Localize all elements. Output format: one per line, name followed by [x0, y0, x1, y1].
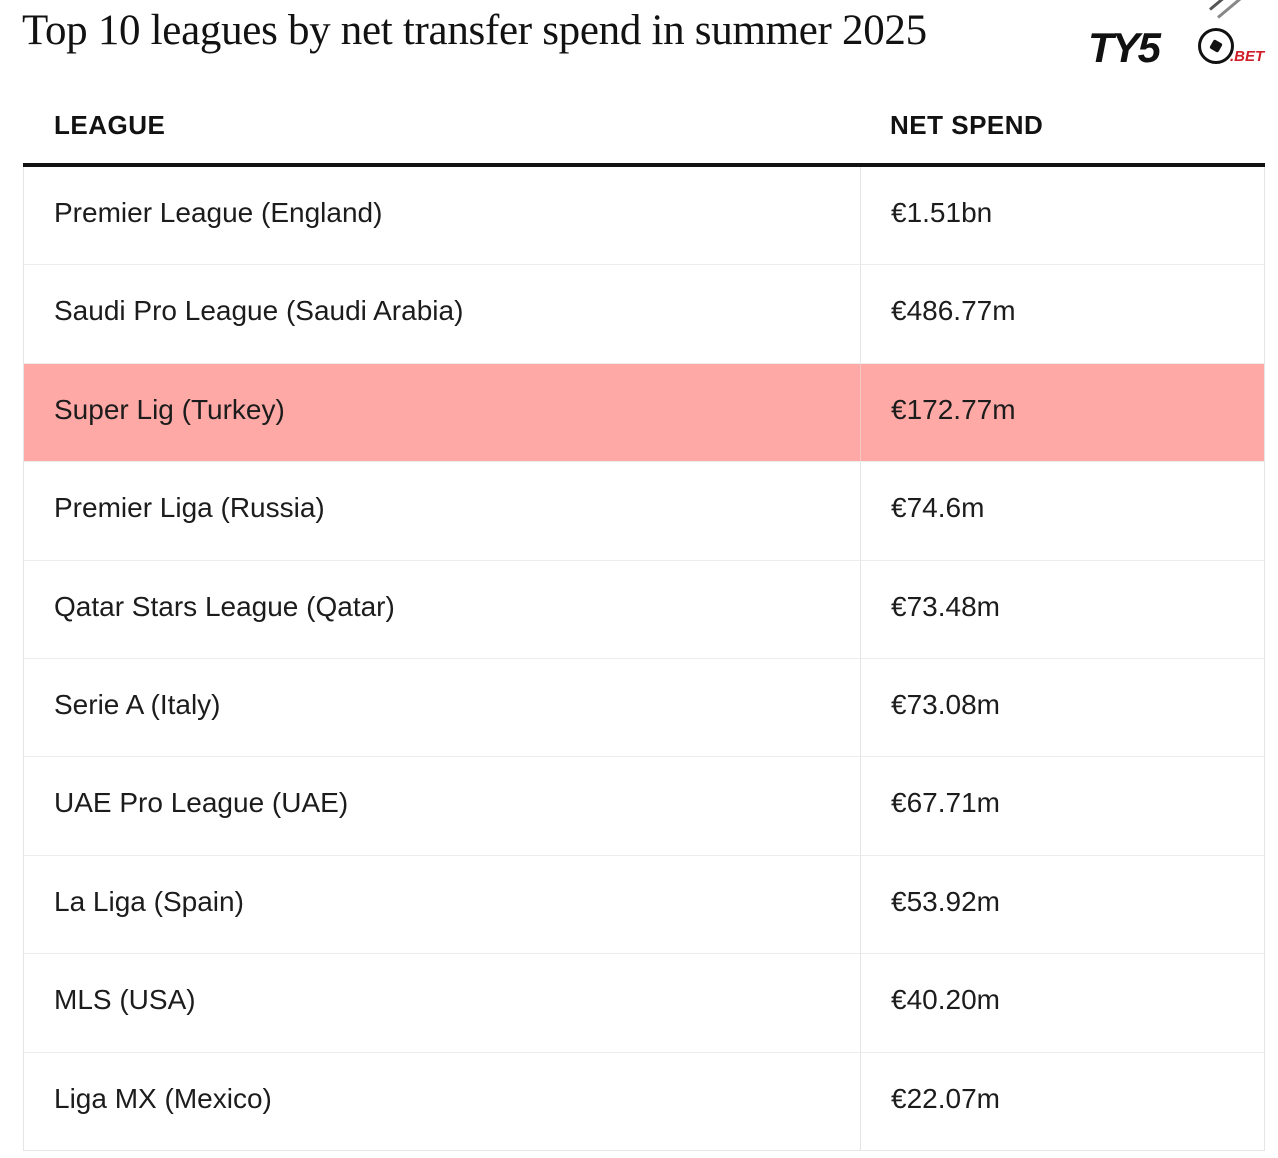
table-row: Qatar Stars League (Qatar) €73.48m	[24, 560, 1264, 659]
league-name-cell: Qatar Stars League (Qatar)	[54, 590, 395, 622]
net-spend-cell: €73.08m	[891, 688, 1000, 720]
league-name-cell: Liga MX (Mexico)	[54, 1082, 272, 1114]
column-divider	[860, 265, 861, 363]
net-spend-cell: €67.71m	[891, 787, 1000, 819]
column-divider	[860, 757, 861, 855]
league-name-cell: Premier League (England)	[54, 197, 383, 228]
league-name-cell: MLS (USA)	[54, 984, 196, 1016]
ty5-bet-logo: TY5 .BET	[1086, 0, 1272, 74]
column-header-league: LEAGUE	[54, 110, 166, 140]
league-spend-table: LEAGUE NET SPEND Premier League (England…	[23, 88, 1265, 1151]
soccer-ball-icon	[1198, 28, 1234, 64]
column-divider	[860, 1052, 861, 1150]
logo-wordmark: TY5	[1088, 24, 1161, 72]
table-row: Serie A (Italy) €73.08m	[24, 658, 1264, 758]
table-row: La Liga (Spain) €53.92m	[24, 855, 1264, 955]
league-name-cell: Super Lig (Turkey)	[54, 393, 285, 425]
table-header: LEAGUE NET SPEND	[23, 88, 1265, 167]
table-row: Premier Liga (Russia) €74.6m	[24, 462, 1264, 561]
table-row: Premier League (England) €1.51bn	[24, 167, 1264, 266]
net-spend-cell: €1.51bn	[891, 197, 993, 228]
chart-title: Top 10 leagues by net transfer spend in …	[22, 7, 927, 54]
table-row: Liga MX (Mexico) €22.07m	[24, 1052, 1264, 1150]
net-spend-cell: €74.6m	[891, 492, 985, 524]
column-divider	[860, 167, 861, 265]
logo-swoosh-line	[1217, 0, 1246, 19]
table-row: UAE Pro League (UAE) €67.71m	[24, 757, 1264, 856]
logo-suffix: .BET	[1230, 48, 1265, 65]
net-spend-cell: €73.48m	[891, 590, 1000, 622]
column-divider	[860, 855, 861, 954]
column-divider	[860, 462, 861, 560]
column-divider	[860, 363, 861, 462]
net-spend-cell: €53.92m	[891, 885, 1000, 917]
league-name-cell: Premier Liga (Russia)	[54, 492, 325, 524]
column-divider	[860, 560, 861, 658]
league-name-cell: UAE Pro League (UAE)	[54, 787, 349, 819]
table-row-highlighted: Super Lig (Turkey) €172.77m	[24, 363, 1264, 463]
net-spend-cell: €486.77m	[891, 295, 1016, 327]
column-divider	[860, 954, 861, 1052]
league-name-cell: Serie A (Italy)	[54, 688, 221, 720]
league-name-cell: La Liga (Spain)	[54, 885, 244, 917]
net-spend-cell: €172.77m	[891, 393, 1016, 425]
logo-wordmark-text: TY5	[1088, 24, 1161, 71]
league-name-cell: Saudi Pro League (Saudi Arabia)	[54, 295, 464, 327]
net-spend-cell: €40.20m	[891, 984, 1000, 1016]
net-spend-cell: €22.07m	[891, 1082, 1000, 1114]
table-body: Premier League (England) €1.51bn Saudi Pro…	[24, 167, 1264, 1150]
column-header-net-spend: NET SPEND	[890, 110, 1044, 140]
column-divider	[860, 658, 861, 757]
table-row: MLS (USA) €40.20m	[24, 954, 1264, 1053]
table-row: Saudi Pro League (Saudi Arabia) €486.77m	[24, 265, 1264, 364]
